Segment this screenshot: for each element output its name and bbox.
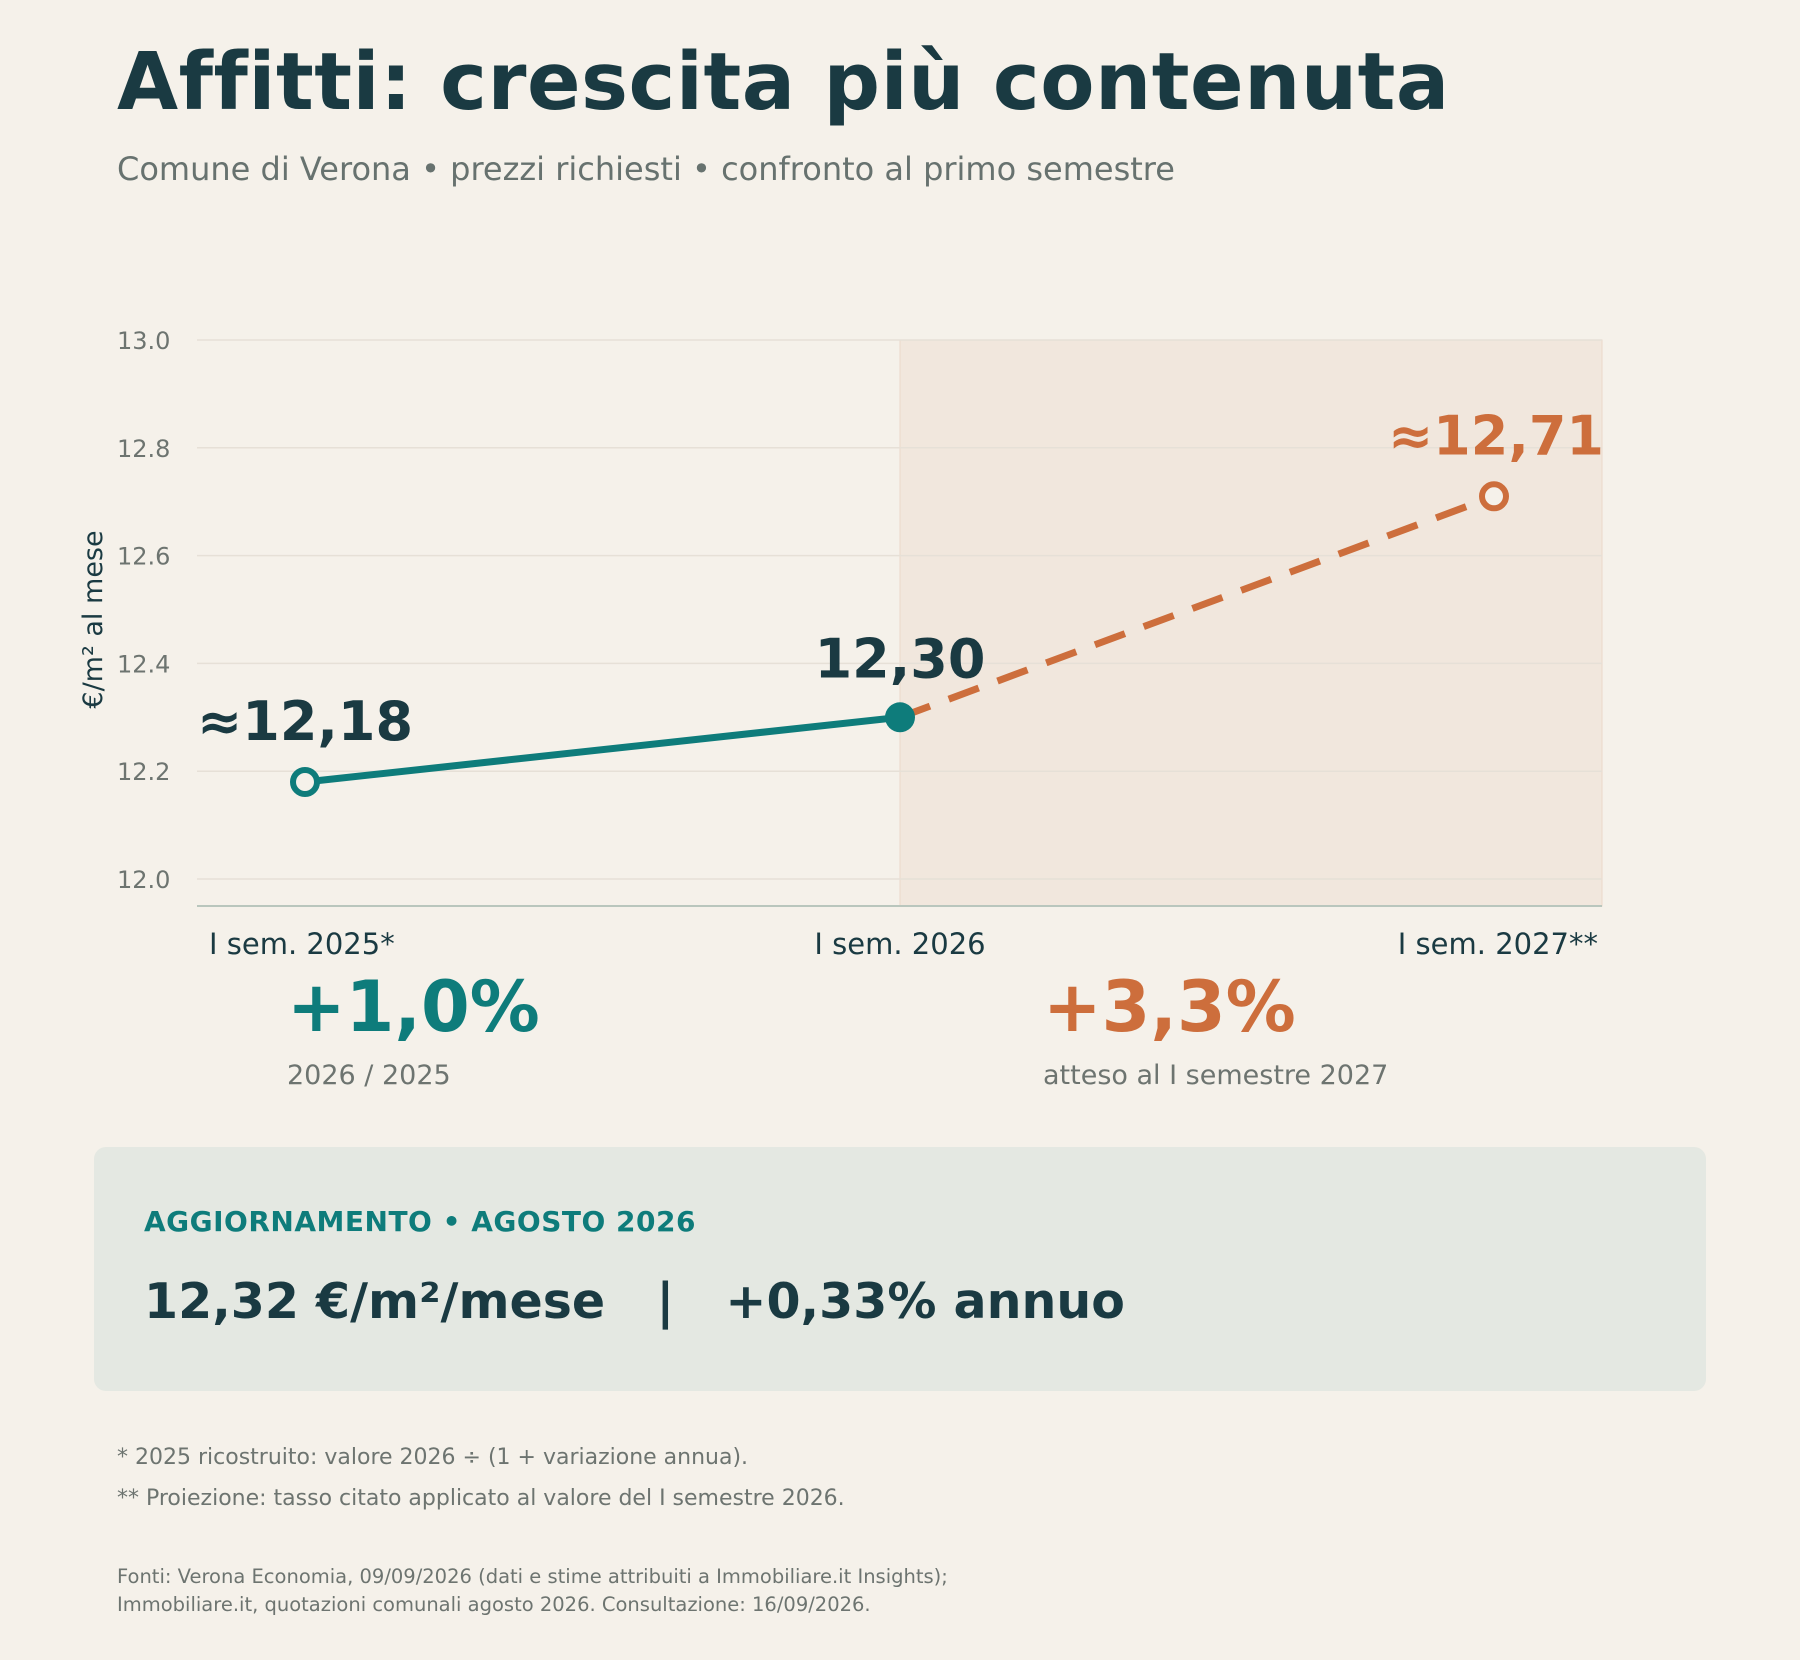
stat-change-2026: +1,0% 2026 / 2025 <box>287 972 540 1091</box>
stat-label: atteso al I semestre 2027 <box>1043 1060 1389 1091</box>
stat-change-2027: +3,3% atteso al I semestre 2027 <box>1043 972 1388 1091</box>
observed-line <box>304 713 901 786</box>
rent-line-chart: 12.0 12.2 12.4 12.6 12.8 13.0 €/m² al mese I se… <box>78 327 1604 960</box>
y-tick-label: 12.8 <box>117 435 170 463</box>
data-label: 12,30 <box>815 627 986 690</box>
x-tick-label: I sem. 2027** <box>1398 927 1598 960</box>
y-tick-label: 12.6 <box>117 543 170 571</box>
page-title: Affitti: crescita più contenuta <box>117 36 1450 128</box>
data-label: ≈12,71 <box>1388 404 1604 467</box>
footnote-2025: * 2025 ricostruito: valore 2026 ÷ (1 + v… <box>117 1445 749 1470</box>
data-label: ≈12,18 <box>197 690 413 753</box>
source-line: Immobiliare.it, quotazioni comunali agos… <box>117 1593 871 1616</box>
update-value-line: 12,32 €/m²/mese | +0,33% annuo <box>144 1273 1125 1330</box>
page-subtitle: Comune di Verona • prezzi richiesti • co… <box>117 150 1175 188</box>
source-line: Fonti: Verona Economia, 09/09/2026 (dati… <box>117 1565 948 1588</box>
point-2026 <box>885 702 915 733</box>
y-tick-label: 13.0 <box>117 327 170 355</box>
stat-value: +1,0% <box>287 966 540 1048</box>
projection-line <box>898 493 1496 721</box>
x-tick-label: I sem. 2025* <box>209 927 395 960</box>
stat-value: +3,3% <box>1043 966 1296 1048</box>
y-tick-label: 12.2 <box>117 758 170 786</box>
y-tick-label: 12.4 <box>117 650 170 678</box>
point-2027 <box>1479 481 1509 512</box>
projection-band <box>899 339 1603 907</box>
y-axis-label: €/m² al mese <box>78 530 109 708</box>
point-2025 <box>290 766 320 797</box>
y-tick-label: 12.0 <box>117 866 170 894</box>
x-tick-label: I sem. 2026 <box>814 927 985 960</box>
sources: Fonti: Verona Economia, 09/09/2026 (dati… <box>117 1563 948 1619</box>
update-panel: AGGIORNAMENTO • AGOSTO 2026 12,32 €/m²/m… <box>94 1147 1706 1391</box>
footnote-projection: ** Proiezione: tasso citato applicato al… <box>117 1486 845 1511</box>
update-kicker: AGGIORNAMENTO • AGOSTO 2026 <box>144 1205 696 1238</box>
stat-label: 2026 / 2025 <box>287 1060 451 1091</box>
